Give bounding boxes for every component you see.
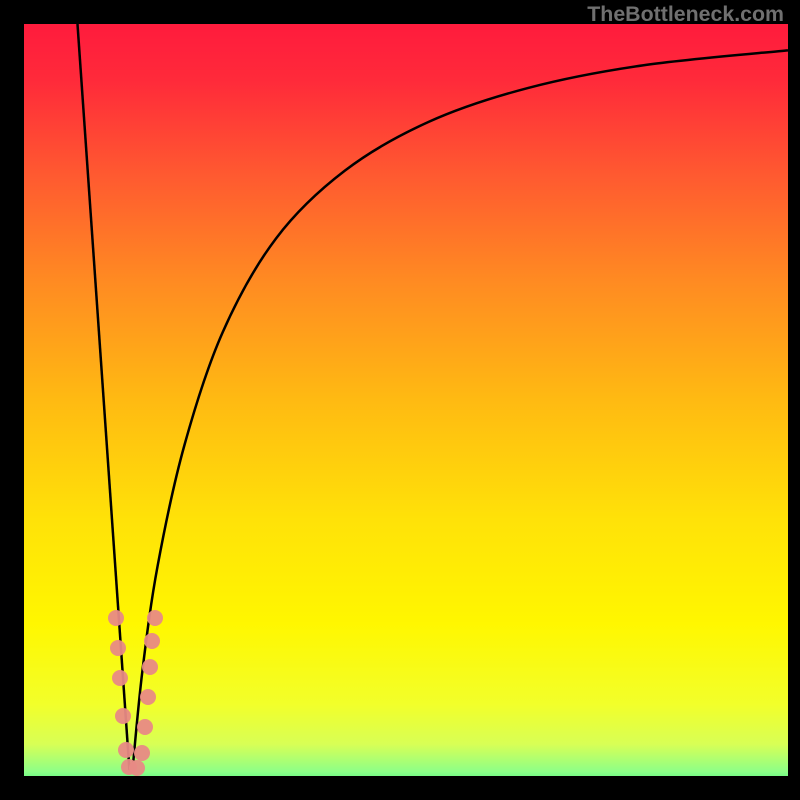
data-marker — [134, 745, 150, 761]
data-marker — [142, 659, 158, 675]
data-marker — [112, 670, 128, 686]
data-marker — [137, 719, 153, 735]
data-marker — [118, 742, 134, 758]
data-marker — [110, 640, 126, 656]
chart-root: TheBottleneck.com — [0, 0, 800, 800]
frame-border-right — [788, 0, 800, 800]
frame-border-left — [0, 0, 24, 800]
data-marker — [144, 633, 160, 649]
data-marker — [129, 760, 145, 776]
frame-border-bottom — [0, 776, 800, 800]
watermark-text: TheBottleneck.com — [587, 2, 784, 27]
data-marker — [108, 610, 124, 626]
data-marker — [140, 689, 156, 705]
data-marker — [147, 610, 163, 626]
left-curve — [77, 24, 129, 770]
data-marker — [115, 708, 131, 724]
right-curve — [132, 50, 788, 770]
